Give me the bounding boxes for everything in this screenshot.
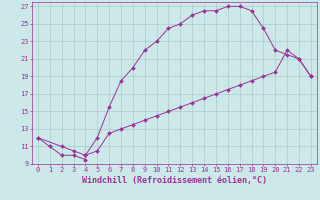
X-axis label: Windchill (Refroidissement éolien,°C): Windchill (Refroidissement éolien,°C) <box>82 176 267 185</box>
